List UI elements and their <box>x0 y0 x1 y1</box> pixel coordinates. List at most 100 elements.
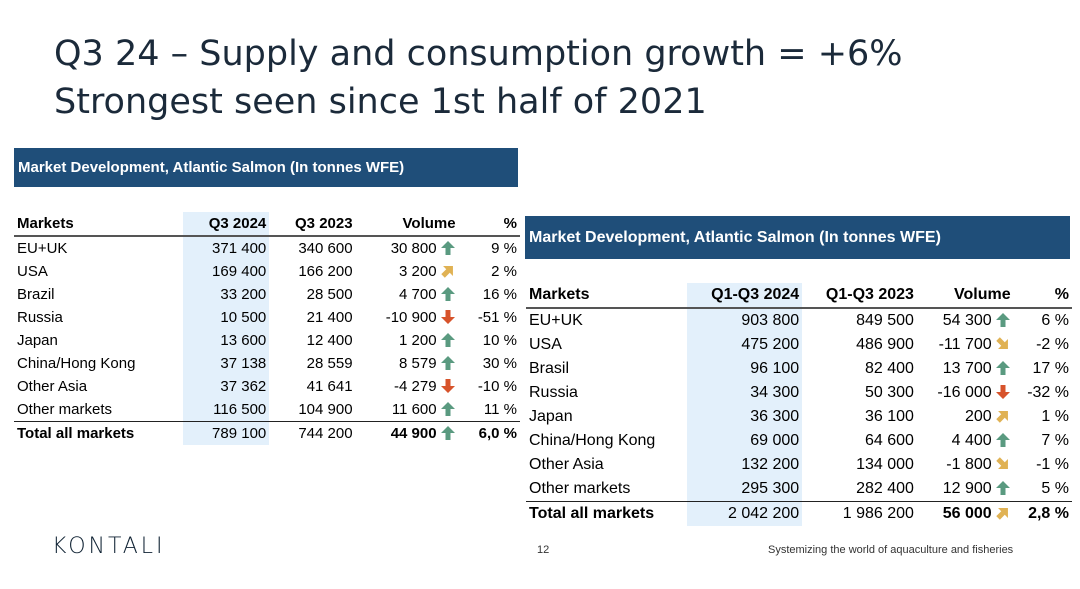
current-cell-text: 37 138 <box>220 355 267 372</box>
percent-cell-text: 16 % <box>482 286 517 303</box>
market-cell: Other markets <box>526 477 687 502</box>
slide-title: Q3 24 – Supply and consumption growth = … <box>54 30 903 126</box>
table-row: Russia 34 300 50 300 -16 000 -32 % <box>526 381 1072 405</box>
up-arrow-icon <box>995 313 1010 327</box>
market-cell-text: Other Asia <box>529 456 604 473</box>
market-cell: Russia <box>14 306 183 329</box>
market-cell: Total all markets <box>14 421 183 445</box>
market-cell-text: Russia <box>529 384 578 401</box>
market-cell: China/Hong Kong <box>14 352 183 375</box>
market-cell-text: EU+UK <box>529 312 583 329</box>
previous-cell-text: 64 600 <box>865 432 914 449</box>
percent-cell: -1 % <box>1014 453 1072 477</box>
percent-cell: 2 % <box>459 260 520 283</box>
volume-cell-text: 3 200 <box>399 263 437 280</box>
volume-cell: -1 800 <box>917 453 1014 477</box>
percent-cell-text: -1 % <box>1036 456 1069 473</box>
market-cell-text: Total all markets <box>529 505 655 522</box>
previous-cell-text: 744 200 <box>298 425 353 442</box>
volume-cell-text: 13 700 <box>942 360 992 377</box>
market-cell-text: Other markets <box>529 480 631 497</box>
table-row: Other Asia 37 362 41 641 -4 279 -10 % <box>14 375 520 398</box>
percent-cell: 17 % <box>1014 357 1072 381</box>
table-row: Russia 10 500 21 400 -10 900 -51 % <box>14 306 520 329</box>
current-cell: 295 300 <box>687 477 803 502</box>
previous-cell: 64 600 <box>802 429 917 453</box>
current-cell-text: 132 200 <box>741 456 800 473</box>
previous-cell: 340 600 <box>269 236 355 260</box>
table-row: USA 169 400 166 200 3 200 2 % <box>14 260 520 283</box>
tagline: Systemizing the world of aquaculture and… <box>768 544 1014 556</box>
volume-cell-text: 200 <box>964 408 992 425</box>
current-cell: 33 200 <box>182 283 270 306</box>
title-line-1: Q3 24 – Supply and consumption growth = … <box>54 34 903 74</box>
market-cell-text: Other markets <box>17 401 113 418</box>
percent-cell: 5 % <box>1014 477 1072 502</box>
market-cell: China/Hong Kong <box>526 429 687 453</box>
volume-cell-text: 8 579 <box>399 355 437 372</box>
volume-cell: 4 700 <box>356 283 459 306</box>
percent-cell-text: -2 % <box>1036 336 1069 353</box>
previous-cell: 166 200 <box>269 260 355 283</box>
previous-cell-text: 28 500 <box>306 286 353 303</box>
percent-cell: 2,8 % <box>1013 501 1072 526</box>
market-cell-text: Brazil <box>17 286 55 303</box>
percent-cell: 6,0 % <box>458 421 520 445</box>
page-number: 12 <box>537 544 550 556</box>
percent-cell-text: -10 % <box>477 378 517 395</box>
percent-cell-text: -32 % <box>1027 384 1069 401</box>
current-cell-text: 33 200 <box>220 286 267 303</box>
table-row: Other markets 116 500 104 900 11 600 11 % <box>14 398 520 422</box>
volume-cell-text: 4 700 <box>399 286 437 303</box>
market-cell: Japan <box>526 405 687 429</box>
previous-cell: 744 200 <box>269 421 356 445</box>
current-cell: 789 100 <box>182 421 270 445</box>
current-cell-text: 475 200 <box>741 336 800 353</box>
current-cell: 13 600 <box>182 329 270 352</box>
up-arrow-icon <box>440 333 455 347</box>
volume-cell-text: 1 200 <box>399 332 437 349</box>
previous-cell-text: 41 641 <box>306 378 353 395</box>
market-cell: Other markets <box>14 398 183 422</box>
table-row: EU+UK 371 400 340 600 30 800 9 % <box>14 236 520 260</box>
header-row: Markets Q1-Q3 2024 Q1-Q3 2023 Volume% <box>526 283 1072 309</box>
percent-cell: 9 % <box>459 236 520 260</box>
percent-cell: 30 % <box>459 352 520 375</box>
volume-cell-text: -11 700 <box>938 336 992 353</box>
current-cell: 903 800 <box>687 308 803 333</box>
column-header: Q1-Q3 2023 <box>802 283 917 309</box>
market-cell-text: Total all markets <box>17 425 135 442</box>
volume-cell-text: 4 400 <box>951 432 992 449</box>
previous-cell-text: 166 200 <box>298 263 353 280</box>
column-header: Q1-Q3 2024 <box>687 283 803 309</box>
current-cell: 169 400 <box>182 260 270 283</box>
percent-cell-text: -51 % <box>477 309 517 326</box>
slight-up-arrow-icon <box>995 411 1008 423</box>
percent-cell-text: 30 % <box>482 355 517 372</box>
current-cell-text: 37 362 <box>220 378 267 395</box>
column-header: % <box>1013 283 1072 309</box>
previous-cell: 1 986 200 <box>802 501 917 526</box>
total-row: Total all markets 2 042 200 1 986 200 56 00… <box>526 501 1072 526</box>
column-header: Markets <box>526 283 688 309</box>
percent-cell-text: 5 % <box>1041 480 1069 497</box>
percent-cell-text: 6,0 % <box>478 425 517 442</box>
current-cell-text: 2 042 200 <box>728 505 800 522</box>
current-cell-text: 295 300 <box>741 480 800 497</box>
kontali-logo: KONTALI <box>52 534 166 559</box>
volume-cell-text: 30 800 <box>390 240 437 257</box>
volume-cell: 3 200 <box>356 260 459 283</box>
slight-up-arrow-icon <box>440 266 453 278</box>
table-row: Brazil 33 200 28 500 4 700 16 % <box>14 283 520 306</box>
market-cell: EU+UK <box>14 236 183 260</box>
volume-cell: -10 900 <box>356 306 459 329</box>
percent-cell-text: 2 % <box>491 263 517 280</box>
current-cell: 96 100 <box>687 357 803 381</box>
table-row: Other Asia 132 200 134 000 -1 800 -1 % <box>526 453 1072 477</box>
market-cell: Brasil <box>526 357 687 381</box>
volume-cell-text: -1 800 <box>946 456 992 473</box>
previous-cell-text: 134 000 <box>856 456 914 473</box>
current-cell-text: 34 300 <box>750 384 800 401</box>
market-cell: USA <box>526 333 687 357</box>
column-header: Q3 2023 <box>269 212 356 237</box>
